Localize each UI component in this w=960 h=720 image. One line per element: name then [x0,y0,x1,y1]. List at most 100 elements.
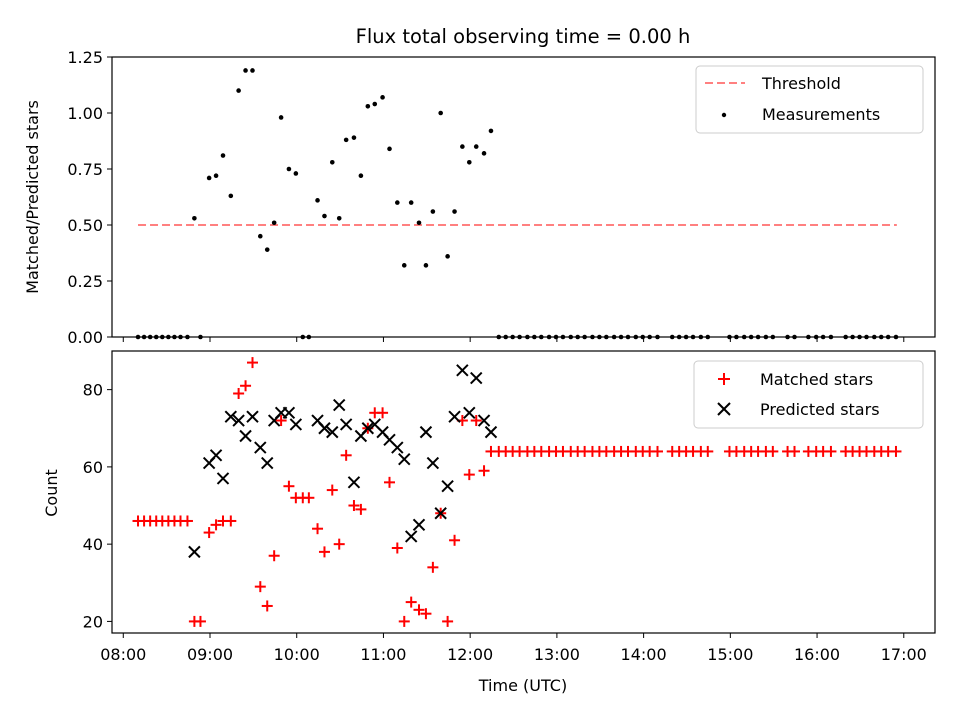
measurement-point [438,110,443,116]
measurement-point [460,144,465,149]
predicted-star-point [239,429,252,443]
predicted-star-point [448,410,461,423]
top-y-tick-label: 1.00 [67,104,103,123]
top-y-tick-label: 0.25 [67,272,103,291]
bottom-y-axis-label: Count [42,469,61,517]
measurement-point [315,198,320,203]
bottom-plot-area [132,357,902,627]
matched-star-point [391,542,403,554]
matched-star-point [340,449,352,461]
measurement-point [322,213,327,219]
predicted-star-point [404,530,418,543]
matched-star-point [275,415,287,427]
measurement-point [206,175,212,181]
predicted-star-point [347,476,361,489]
x-tick-label: 13:00 [534,645,580,664]
predicted-star-point [419,425,433,439]
measurement-point [329,159,335,165]
x-tick-label: 10:00 [274,645,320,664]
top-y-tick-label: 0.50 [67,216,103,235]
predicted-star-point [470,371,483,385]
top-axes-frame [111,56,936,338]
measurement-point [336,215,342,221]
measurement-point [220,153,226,158]
measurement-point [286,166,292,172]
matched-star-point [384,476,396,488]
measurement-point [351,135,357,140]
predicted-star-point [333,398,346,412]
top-ticks: 0.00 0.25 0.50 0.75 1.00 1.25 [67,48,905,347]
matched-star-point [651,445,663,457]
predicted-star-point [484,425,498,439]
matched-star-point [463,469,475,481]
matched-star-point [333,538,345,550]
predicted-star-point [216,472,230,485]
x-tick-label: 12:00 [447,645,493,664]
matched-star-point [420,608,432,620]
x-tick-label: 11:00 [360,645,406,664]
matched-star-point [283,480,295,492]
predicted-star-point [188,545,201,559]
bottom-axes-frame [111,350,936,634]
predicted-star-point [339,418,353,431]
matched-star-point [233,387,245,399]
predicted-star-point [412,518,426,532]
x-tick-label: 17:00 [881,645,927,664]
top-y-tick-label: 0.75 [67,160,103,179]
measurement-point [192,215,197,221]
measurement-point [488,128,494,134]
bottom-y-tick-label: 20 [83,612,103,631]
measurement-point [408,200,414,205]
matched-star-point [470,415,482,427]
chart-title: Flux total observing time = 0.00 h [356,25,691,48]
matched-star-point [478,465,490,477]
top-y-tick-label: 0.00 [67,328,103,347]
measurement-point [293,171,299,176]
matched-star-point [181,515,193,527]
measurement-point [358,173,364,179]
matched-star-point [240,380,252,392]
matched-star-point [194,615,206,627]
measurement-point [372,101,378,107]
matched-star-point [318,546,330,558]
matched-star-point [326,484,338,496]
matched-star-point [261,600,273,612]
measurement-point [416,220,422,226]
top-panel: Flux total observing time = 0.00 h Match… [23,25,936,347]
matched-star-point [225,515,237,527]
measurement-point [365,103,371,109]
predicted-star-point [254,441,267,454]
predicted-star-point [326,425,339,439]
measurement-point [228,193,234,199]
matched-star-point [825,445,837,457]
bottom-y-tick-label: 60 [83,458,103,477]
matched-star-point [348,500,360,512]
measurement-point [387,146,392,152]
matched-star-point [405,596,417,608]
predicted-star-point [434,507,447,520]
predicted-star-point [232,414,245,427]
predicted-star-point [318,422,331,435]
measurements-legend-label: Measurements [762,105,880,124]
x-tick-label: 14:00 [621,645,667,664]
measurement-point [257,233,263,239]
measurement-point [452,209,457,214]
x-tick-label: 15:00 [707,645,753,664]
matched-star-point [312,523,324,535]
predicted-star-point [209,449,223,462]
measurement-point [430,209,436,214]
predicted-star-point [246,410,259,423]
predicted-star-point [361,422,375,435]
top-legend-box [695,65,924,134]
measurement-point [264,247,270,252]
predicted-star-point [426,456,440,470]
predicted-star-point [398,452,411,466]
measurement-point [250,68,255,73]
matched-star-point [203,527,215,539]
predicted-star-point [463,406,476,420]
matched-star-point [246,357,258,369]
bottom-panel: Count Time (UTC) 20 40 60 80 08:00 09:00 10:00… [42,350,936,695]
measurement-point [445,254,450,259]
bottom-y-tick-label: 80 [83,381,103,400]
